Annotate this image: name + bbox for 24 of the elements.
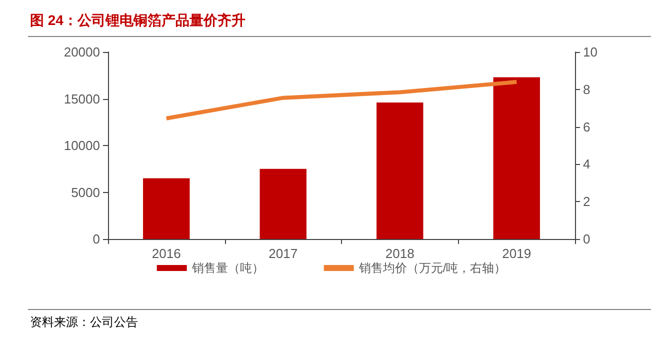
bar xyxy=(376,102,424,239)
legend-label: 销售均价（万元/吨，右轴） xyxy=(358,261,506,275)
y2-tick-label: 0 xyxy=(583,232,590,246)
y2-tick-label: 6 xyxy=(583,119,590,134)
x-tick-label: 2019 xyxy=(502,246,532,261)
y-tick-label: 5000 xyxy=(71,184,100,200)
line-series xyxy=(164,80,519,120)
x-tick-label: 2016 xyxy=(152,246,181,261)
legend-label: 销售量（吨） xyxy=(190,261,264,275)
text: 资料来源：公司公告 xyxy=(29,314,139,331)
y2-tick-label: 8 xyxy=(583,82,590,97)
y2-tick-label: 2 xyxy=(583,194,590,210)
x-tick-label: 2017 xyxy=(268,246,298,261)
chart-title: 图 24：公司锂电铜箔产品量价齐升 xyxy=(29,11,246,30)
bar xyxy=(260,168,306,239)
bar xyxy=(493,77,540,239)
bar xyxy=(143,178,190,239)
y-tick-label: 10000 xyxy=(64,138,100,153)
y-tick-label: 20000 xyxy=(64,44,100,60)
x-tick-label: 2018 xyxy=(385,246,414,261)
y2-tick-label: 10 xyxy=(583,44,598,60)
y-tick-label: 15000 xyxy=(64,91,100,106)
y-tick-label: 0 xyxy=(92,232,100,246)
y2-tick-label: 4 xyxy=(583,156,590,172)
